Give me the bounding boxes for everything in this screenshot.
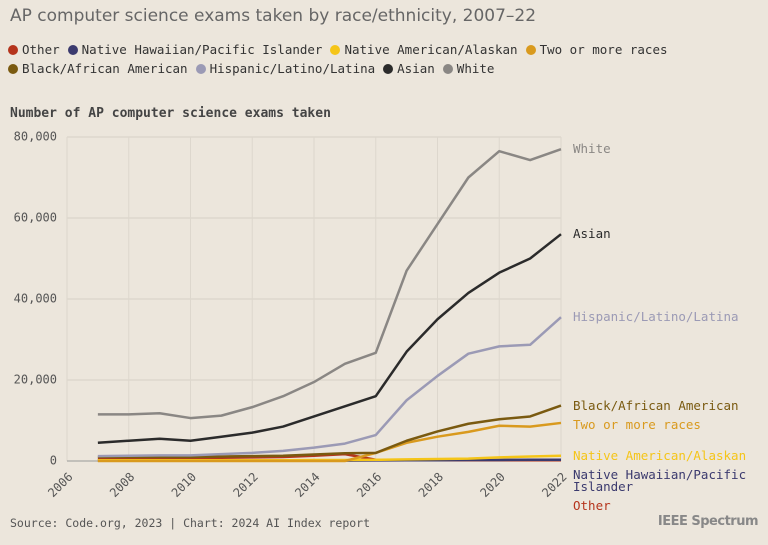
- legend-item: Asian: [383, 61, 435, 76]
- x-tick-label: 2020: [478, 470, 508, 500]
- y-axis-title: Number of AP computer science exams take…: [10, 106, 331, 121]
- legend-swatch: [330, 44, 341, 55]
- legend: Other Native Hawaiian/Pacific Islander Nat…: [8, 42, 748, 76]
- legend-label: Native American/Alaskan: [344, 42, 518, 57]
- y-tick-label: 60,000: [14, 211, 57, 225]
- legend-item: White: [442, 61, 495, 76]
- series-line: [97, 404, 562, 459]
- legend-item: Two or more races: [525, 42, 668, 57]
- x-tick-label: 2010: [169, 470, 199, 500]
- legend-label: Black/African American: [22, 61, 188, 76]
- legend-swatch: [67, 44, 78, 55]
- chart-title: AP computer science exams taken by race/…: [10, 6, 537, 26]
- series-line: [97, 316, 562, 458]
- y-tick-label: 0: [50, 454, 57, 468]
- series-end-label: White: [573, 141, 611, 157]
- legend-swatch: [8, 63, 18, 74]
- legend-label: Asian: [397, 61, 435, 76]
- series-line: [97, 233, 562, 445]
- legend-label: Other: [22, 42, 60, 57]
- legend-label: Native Hawaiian/Pacific Islander: [81, 42, 323, 57]
- legend-swatch: [195, 63, 206, 74]
- legend-item: Black/African American: [8, 61, 188, 76]
- legend-label: White: [456, 61, 495, 76]
- x-tick-label: 2006: [45, 470, 75, 500]
- legend-item: Native American/Alaskan: [330, 42, 518, 57]
- legend-swatch: [442, 63, 453, 74]
- series-end-label: Black/African American: [573, 397, 739, 413]
- x-tick-label: 2018: [416, 470, 446, 500]
- legend-swatch: [8, 44, 18, 55]
- brand: IEEE Spectrum: [657, 514, 759, 529]
- x-tick-label: 2014: [292, 470, 322, 500]
- x-tick-label: 2022: [539, 470, 569, 500]
- series-line: [97, 147, 562, 420]
- legend-item: Hispanic/Latino/Latina: [195, 61, 376, 76]
- series-end-label: Native American/Alaskan: [573, 447, 747, 463]
- x-tick-label: 2008: [107, 470, 137, 500]
- y-tick-label: 40,000: [14, 292, 57, 306]
- series-end-label: Asian: [573, 226, 611, 242]
- x-tick-label: 2016: [354, 470, 384, 500]
- x-tick-label: 2012: [231, 470, 261, 500]
- series-end-label: Two or more races: [573, 416, 701, 432]
- y-tick-label: 80,000: [14, 130, 57, 144]
- source: Source: Code.org, 2023 | Chart: 2024 AI …: [10, 516, 371, 530]
- series-end-label: Native Hawaiian/Pacific Islander: [573, 466, 747, 494]
- legend-swatch: [383, 63, 394, 74]
- series-end-label: Other: [573, 497, 611, 513]
- legend-item: Native Hawaiian/Pacific Islander: [67, 42, 323, 57]
- series-end-label: Hispanic/Latino/Latina: [573, 309, 739, 325]
- legend-label: Hispanic/Latino/Latina: [209, 61, 376, 76]
- legend-swatch: [525, 44, 536, 55]
- legend-item: Other: [8, 42, 60, 57]
- series-line: [97, 421, 562, 463]
- legend-label: Two or more races: [539, 42, 668, 57]
- y-tick-label: 20,000: [14, 373, 57, 387]
